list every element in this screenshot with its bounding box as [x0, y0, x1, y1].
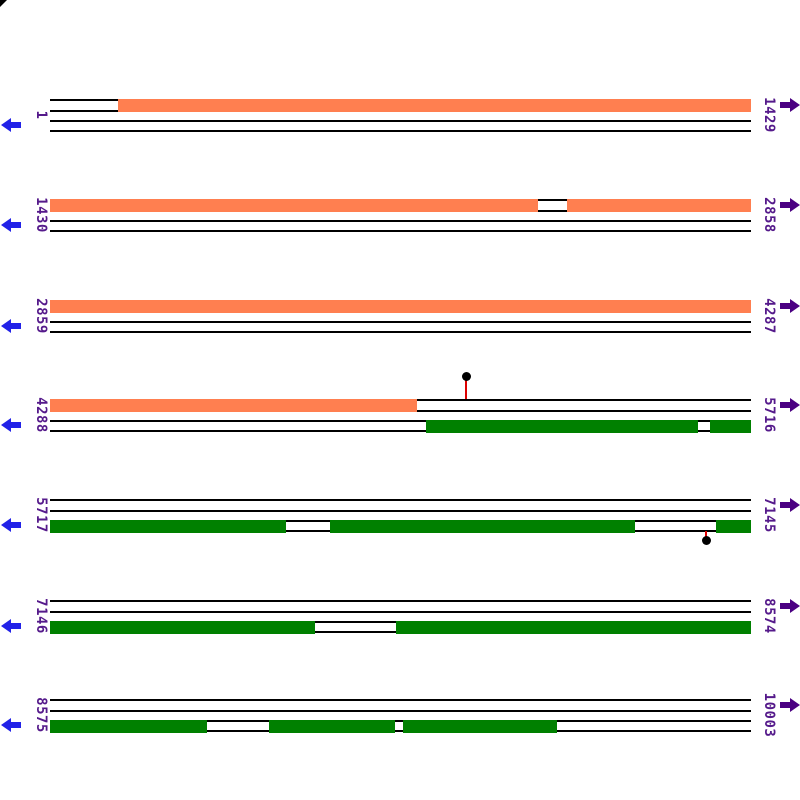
row-start-coordinate: 4288 [33, 396, 49, 433]
track-line [50, 331, 751, 333]
orange-alignment-block [50, 198, 538, 212]
marker-stem [705, 531, 707, 537]
track-line [50, 710, 751, 712]
green-alignment-block [50, 620, 315, 634]
scroll-left-arrow[interactable] [1, 217, 21, 233]
row-end-coordinate: 1429 [761, 96, 777, 133]
green-alignment-block [403, 719, 557, 733]
track-line [50, 230, 751, 232]
row-start-coordinate: 2859 [33, 297, 49, 334]
track-line [50, 430, 751, 432]
track-line [50, 499, 751, 501]
marker-dot [461, 371, 471, 381]
orange-alignment-block [567, 198, 751, 212]
track-line [50, 699, 751, 701]
green-alignment-block [50, 519, 286, 533]
green-alignment-block [50, 719, 207, 733]
green-alignment-block [396, 620, 751, 634]
track-line [50, 120, 751, 122]
row-start-coordinate: 8575 [33, 696, 49, 733]
scroll-left-arrow[interactable] [1, 117, 21, 133]
marker-stem [465, 380, 467, 399]
track-line [50, 510, 751, 512]
green-alignment-block [710, 419, 751, 433]
scroll-left-arrow[interactable] [1, 717, 21, 733]
row-end-coordinate: 8574 [761, 597, 777, 634]
track-line [50, 730, 751, 732]
scroll-right-arrow[interactable] [780, 598, 800, 614]
clipped-glyph-artifact [0, 0, 7, 7]
green-alignment-block [330, 519, 635, 533]
row-end-coordinate: 4287 [761, 297, 777, 334]
row-end-coordinate: 10003 [761, 692, 777, 737]
scroll-right-arrow[interactable] [780, 97, 800, 113]
scroll-right-arrow[interactable] [780, 197, 800, 213]
scroll-right-arrow[interactable] [780, 397, 800, 413]
green-alignment-block [716, 519, 751, 533]
orange-alignment-block [118, 98, 751, 112]
row-end-coordinate: 7145 [761, 496, 777, 533]
track-line [50, 720, 751, 722]
orange-alignment-block [50, 299, 751, 313]
scroll-right-arrow[interactable] [780, 497, 800, 513]
track-line [50, 321, 751, 323]
row-start-coordinate: 5717 [33, 496, 49, 533]
row-end-coordinate: 2858 [761, 196, 777, 233]
row-start-coordinate: 7146 [33, 597, 49, 634]
row-start-coordinate: 1 [33, 110, 49, 119]
scroll-left-arrow[interactable] [1, 618, 21, 634]
row-start-coordinate: 1430 [33, 196, 49, 233]
marker-dot [701, 535, 711, 545]
green-alignment-block [269, 719, 395, 733]
row-end-coordinate: 5716 [761, 396, 777, 433]
track-line [50, 220, 751, 222]
scroll-left-arrow[interactable] [1, 517, 21, 533]
track-line [50, 420, 751, 422]
scroll-right-arrow[interactable] [780, 697, 800, 713]
orange-alignment-block [50, 398, 417, 412]
track-line [50, 600, 751, 602]
scroll-right-arrow[interactable] [780, 298, 800, 314]
track-line [50, 130, 751, 132]
green-alignment-block [426, 419, 698, 433]
scroll-left-arrow[interactable] [1, 318, 21, 334]
track-line [50, 611, 751, 613]
scroll-left-arrow[interactable] [1, 417, 21, 433]
